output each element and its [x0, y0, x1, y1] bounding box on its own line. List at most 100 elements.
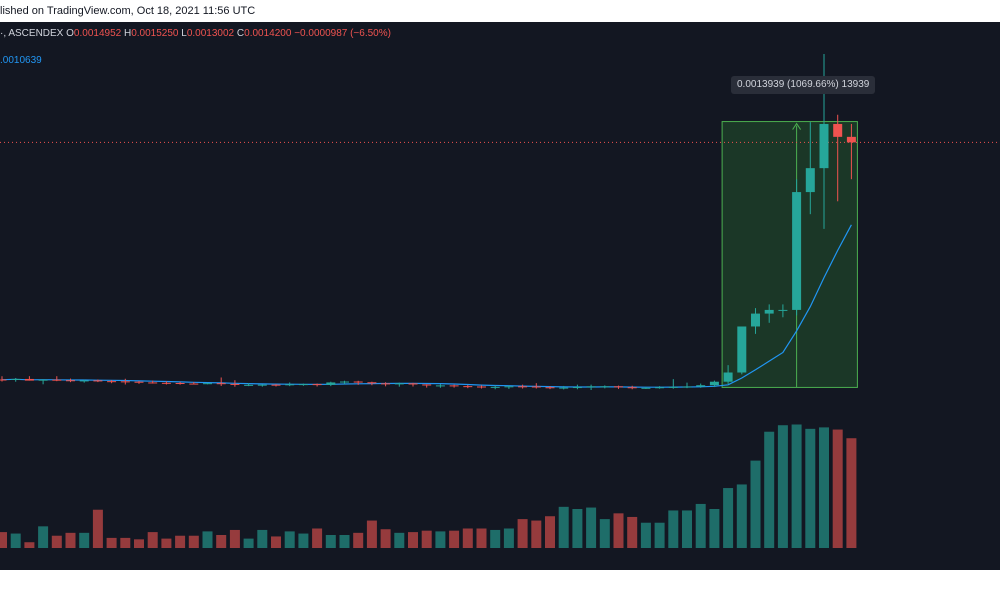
volume-bar — [134, 539, 144, 548]
volume-bar — [832, 429, 843, 548]
candle-body — [422, 384, 432, 386]
candle-body — [572, 387, 582, 389]
volume-bar — [695, 503, 706, 548]
volume-bar — [394, 532, 405, 548]
candle-body — [764, 309, 774, 314]
candle-body — [627, 387, 637, 389]
volume-bar — [325, 535, 336, 548]
candle-body — [367, 382, 377, 384]
candle-body — [271, 384, 281, 386]
candle-body — [161, 382, 171, 384]
volume-bar — [51, 535, 62, 548]
candle-body — [326, 382, 336, 385]
ohlc-legend: ·, ASCENDEX O0.0014952 H0.0015250 L 0.001… — [0, 28, 391, 39]
volume-bar — [736, 484, 747, 548]
candle-body — [668, 386, 678, 388]
volume-bar — [777, 425, 788, 548]
candle-body — [559, 387, 569, 389]
candle-body — [723, 372, 733, 382]
candle-body — [353, 381, 363, 383]
volume-bar — [613, 513, 624, 548]
close-value: 0.0014200 — [244, 28, 292, 39]
volume-bar — [640, 522, 651, 548]
candle-body — [819, 123, 829, 169]
measure-arrow-head — [792, 122, 802, 130]
volume-bar — [79, 532, 90, 548]
open-value: 0.0014952 — [73, 28, 122, 39]
volume-bar — [92, 509, 103, 548]
volume-bar — [298, 533, 309, 548]
candle-body — [751, 313, 760, 327]
volume-bar — [682, 510, 692, 548]
candle-body — [66, 380, 75, 382]
candle-body — [545, 387, 555, 389]
candle-body — [709, 381, 719, 386]
volume-bar — [202, 531, 213, 548]
candle-body — [203, 383, 212, 385]
candle-body — [107, 381, 117, 383]
volume-bar — [668, 510, 679, 548]
volume-bar — [284, 531, 295, 548]
volume-bar — [312, 528, 323, 548]
volume-bar — [10, 533, 21, 548]
candle-body — [490, 386, 500, 388]
volume-bar — [38, 526, 49, 548]
volume-bar — [229, 529, 240, 548]
volume-bar — [572, 509, 583, 548]
candle-body — [79, 380, 89, 382]
candle-body — [586, 386, 596, 388]
candle-body — [394, 383, 404, 385]
volume-bar — [366, 520, 377, 548]
candle-body — [805, 168, 815, 193]
volume-bar — [805, 428, 816, 548]
volume-bar — [476, 528, 487, 548]
candle-body — [641, 387, 651, 389]
low-label: L — [181, 28, 187, 39]
candle-body — [682, 386, 692, 388]
volume-bar — [435, 531, 446, 548]
candle-body — [435, 385, 445, 387]
candle-body — [449, 385, 459, 387]
volume-bar — [449, 530, 460, 548]
volume-bar — [531, 520, 542, 548]
volume-bar — [24, 542, 35, 548]
high-label: H — [123, 28, 132, 39]
chart-panel[interactable]: ·, ASCENDEX O0.0014952 H0.0015250 L 0.001… — [0, 22, 1000, 592]
candle-body — [257, 384, 267, 386]
candle-body — [792, 192, 802, 310]
candle-body — [134, 381, 144, 383]
candle-body — [504, 386, 514, 388]
volume-bar — [188, 535, 199, 548]
volume-bar — [764, 431, 775, 548]
volume-bar — [175, 535, 186, 548]
candle-body — [216, 383, 226, 385]
volume-bar — [120, 537, 131, 548]
candle-body — [408, 383, 418, 385]
volume-bar — [723, 488, 734, 548]
volume-bar — [65, 532, 76, 548]
candle-body — [518, 386, 528, 388]
candle-body — [175, 383, 185, 385]
open-label: O — [66, 28, 74, 39]
high-value: 0.0015250 — [131, 28, 179, 39]
change-value: −0.0000987 (−6.50%) — [294, 28, 391, 39]
volume-bar — [750, 460, 761, 548]
volume-bar — [216, 535, 227, 548]
price-volume-plot[interactable] — [0, 22, 1000, 548]
candle-body — [463, 386, 473, 388]
volume-bar — [791, 424, 802, 548]
volume-bar — [654, 522, 665, 548]
volume-bar — [0, 532, 7, 548]
candle-body — [614, 386, 623, 388]
volume-bar — [599, 519, 610, 548]
candle-body — [312, 384, 322, 386]
candle-body — [285, 384, 295, 386]
volume-bar — [517, 519, 528, 548]
symbol-label: ·, ASCENDEX — [0, 28, 64, 39]
published-text: lished on TradingView.com, Oct 18, 2021 … — [0, 5, 256, 17]
volume-bar — [161, 538, 172, 548]
candle-body — [600, 386, 610, 388]
volume-bar — [106, 537, 117, 548]
volume-bar — [339, 535, 350, 548]
volume-bar — [462, 528, 473, 548]
